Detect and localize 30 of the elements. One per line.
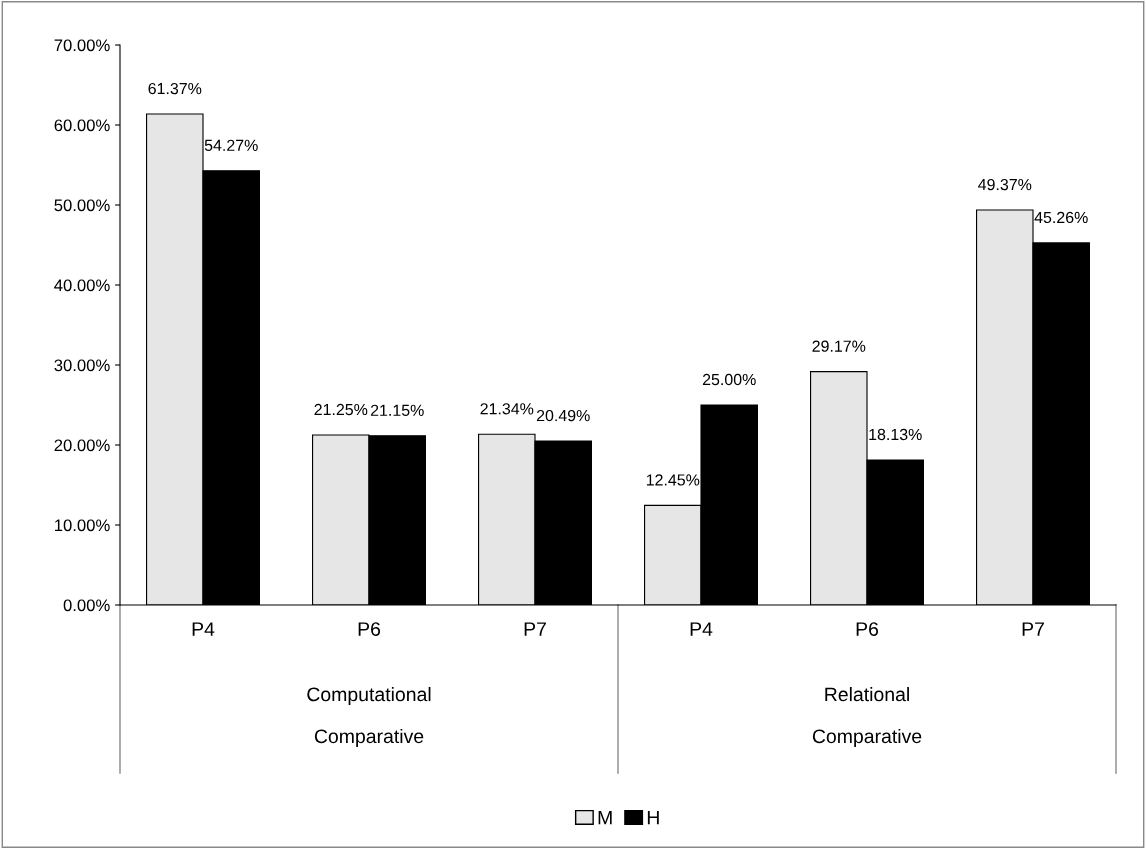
legend-label: M — [598, 810, 612, 825]
y-tick-label: 40.00% — [54, 279, 110, 292]
x-tick-label: P4 — [192, 622, 215, 636]
data-label: 29.17% — [812, 340, 866, 352]
data-label: 61.37% — [148, 82, 202, 95]
legend-label: H — [647, 810, 659, 825]
x-tick-label: P6 — [358, 622, 381, 636]
x-tick-label: P7 — [1022, 622, 1044, 636]
text: Computational Comparative — [307, 686, 431, 748]
x-tick-label: P4 — [690, 622, 713, 636]
y-tick-label: 0.00% — [63, 599, 110, 612]
data-label: 54.27% — [204, 139, 258, 152]
data-label: 45.26% — [1034, 211, 1088, 224]
data-label: 21.15% — [370, 404, 424, 416]
data-label: 18.13% — [869, 428, 922, 441]
x-tick-label: P6 — [856, 622, 879, 636]
data-label: 20.49% — [536, 409, 590, 422]
x-tick-label: P7 — [524, 622, 546, 636]
data-label: 21.34% — [480, 403, 534, 415]
y-tick-label: 60.00% — [54, 119, 110, 132]
y-tick-label: 70.00% — [54, 39, 110, 52]
y-tick-label: 50.00% — [54, 199, 110, 212]
data-label: 25.00% — [702, 373, 756, 386]
y-tick-label: 30.00% — [54, 359, 110, 372]
data-label: 12.45% — [646, 474, 700, 486]
text: Relational Comparative — [812, 686, 922, 748]
data-label: 21.25% — [314, 403, 368, 416]
data-label: 49.37% — [978, 178, 1032, 191]
y-tick-label: 20.00% — [54, 439, 110, 452]
y-tick-label: 10.00% — [55, 519, 110, 532]
